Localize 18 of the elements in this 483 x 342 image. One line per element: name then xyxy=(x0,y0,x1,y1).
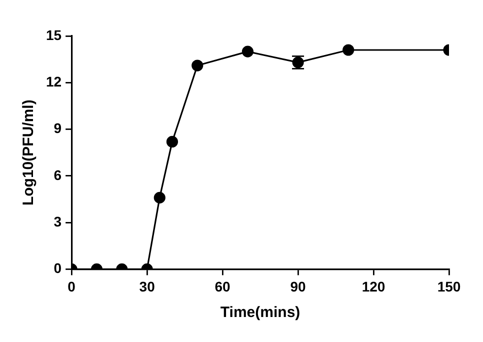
point xyxy=(342,44,354,56)
point xyxy=(242,46,254,58)
y-axis-title: Log10(PFU/ml) xyxy=(20,100,38,206)
y-tick-label: 15 xyxy=(46,26,62,43)
y-tick-label: 6 xyxy=(54,166,62,183)
point xyxy=(166,136,178,148)
x-axis-title: Time(mins) xyxy=(220,304,300,322)
x-tick-label: 0 xyxy=(68,278,76,294)
point xyxy=(192,60,204,72)
x-tick-label: 90 xyxy=(290,278,306,294)
y-tick-label: 0 xyxy=(54,260,62,276)
y-tick-label: 12 xyxy=(46,74,62,90)
y-tick-label: 9 xyxy=(54,120,62,136)
y-tick-label: 3 xyxy=(54,213,62,230)
x-tick-label: 150 xyxy=(437,278,461,294)
x-tick-label: 30 xyxy=(139,278,156,294)
x-tick-label: 120 xyxy=(362,278,386,294)
x-tick-label: 60 xyxy=(214,278,231,294)
